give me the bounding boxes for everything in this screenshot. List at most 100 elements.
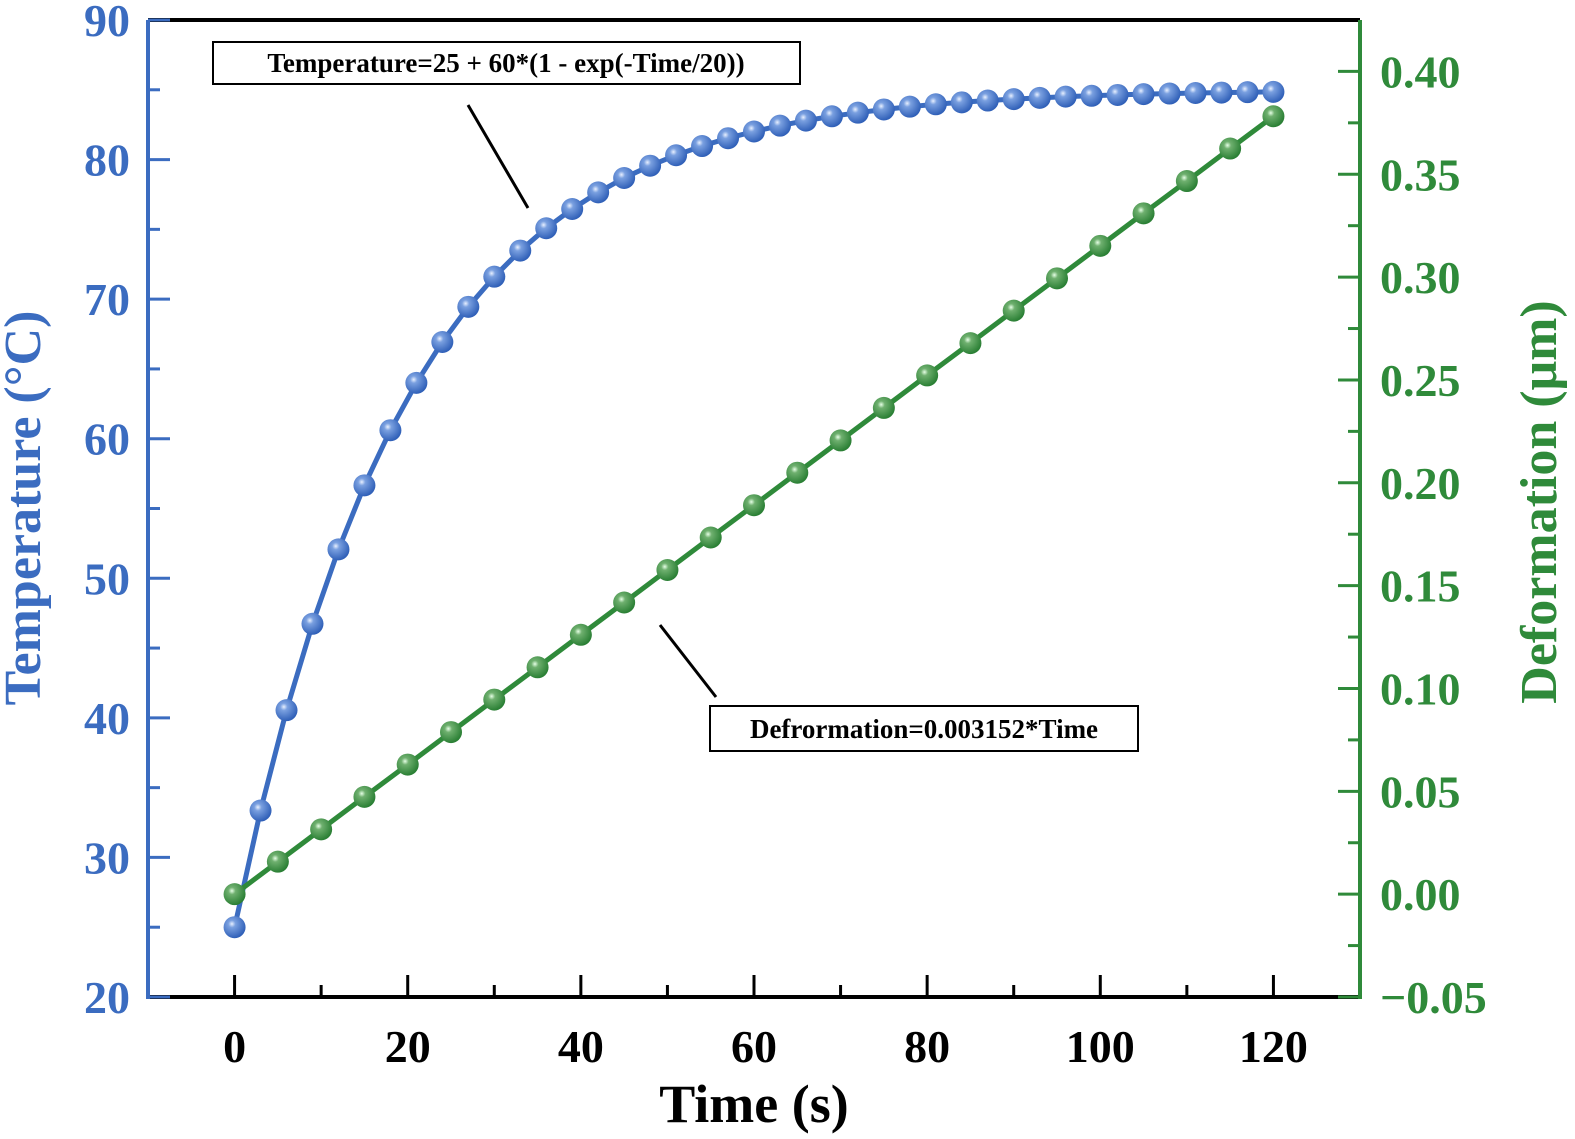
temperature-annotation-leader [466,104,530,209]
deformation-point [1046,267,1068,290]
temperature-point [301,612,324,635]
axes: 0 20 40 60 80 100 120 20 30 40 50 60 70 80 90 −0.05 0.00… [84,0,1487,1072]
deformation-point [1002,299,1025,322]
annotations: Temperature=25 + 60*(1 - exp(-Time/20)) … [212,41,1139,752]
temperature-point [483,265,506,288]
deformation-point [396,753,419,776]
deformation-point [223,883,246,906]
left-y-tick-label: 90 [84,0,130,46]
temperature-point [327,538,350,561]
deformation-point [526,656,549,679]
temperature-point [509,239,532,262]
right-y-tick-label: 0.40 [1380,46,1461,97]
left-y-axis-label: Temperature (°C) [0,311,52,706]
deformation-point [1219,137,1242,160]
temperature-point [794,109,817,132]
deformation-point [1132,202,1155,225]
deformation-point [872,396,895,419]
temperature-point [639,154,662,177]
x-tick-label: 120 [1239,1021,1308,1072]
temperature-point [691,135,714,158]
temperature-point [561,197,584,220]
temperature-annotation-text: Temperature=25 + 60*(1 - exp(-Time/20)) [267,48,744,78]
deformation-point [1262,105,1285,128]
temperature-point [1158,82,1181,105]
right-y-tick-label: 0.25 [1380,355,1461,406]
temperature-point [379,419,402,442]
deformation-point [656,558,679,581]
deformation-annotation-box [709,705,1139,752]
x-axis-label: Time (s) [659,1074,848,1134]
temperature-point [1080,84,1103,107]
temperature-point [1262,80,1285,103]
temperature-point [431,330,454,353]
temperature-point [587,181,610,204]
temperature-point [768,114,791,137]
x-tick-label: 20 [385,1021,431,1072]
temperature-point [743,120,765,143]
left-y-tick-label: 60 [84,414,130,465]
x-tick-label: 0 [223,1021,246,1072]
temperature-point [1028,86,1051,109]
left-y-tick-label: 40 [84,693,130,744]
series-markers [223,80,1285,939]
right-y-tick-label: 0.35 [1380,149,1461,200]
left-y-tick-label: 50 [84,553,130,604]
deformation-point [959,332,982,355]
temperature-point [1002,88,1025,111]
deformation-point [916,364,939,387]
temperature-point [1210,81,1233,104]
temperature-point [249,799,272,822]
temperature-point [353,474,376,497]
x-tick-label: 100 [1066,1021,1135,1072]
temperature-point [275,699,298,722]
deformation-point [1089,234,1112,257]
temperature-point [1132,83,1155,106]
deformation-point [829,429,852,452]
temperature-point [223,916,246,939]
deformation-point [743,494,765,517]
right-y-tick-label: −0.05 [1380,972,1487,1023]
left-y-tick-label: 70 [84,274,130,325]
deformation-point [1175,170,1198,193]
deformation-point [353,785,376,808]
right-y-tick-label: 0.15 [1380,561,1461,612]
right-y-tick-label: 0.10 [1380,663,1461,714]
x-tick-label: 40 [558,1021,604,1072]
temperature-point [950,91,973,114]
temperature-point [535,217,558,240]
deformation-point [440,721,462,744]
temperature-point [924,93,947,116]
deformation-annotation-text: Defrormation=0.003152*Time [750,714,1098,744]
deformation-point [786,461,809,484]
temperature-point [717,127,740,150]
temperature-point [1236,81,1259,104]
temperature-point [613,166,636,189]
x-tick-label: 80 [904,1021,950,1072]
left-y-tick-label: 20 [84,972,130,1023]
right-y-tick-label: 0.00 [1380,869,1461,920]
temperature-point [665,144,688,167]
x-tick-label: 60 [731,1021,777,1072]
temperature-point [1054,85,1077,108]
temperature-point [846,101,869,124]
temperature-point [1184,81,1207,104]
deformation-point [483,688,506,711]
deformation-point [310,818,333,841]
temperature-point [898,95,921,118]
right-y-axis-label: Deformation (μm) [1511,300,1568,703]
temperature-point [457,295,480,318]
temperature-point [976,89,999,112]
temperature-point [405,371,428,394]
temperature-annotation-box [212,41,801,85]
temperature-point [1106,83,1129,106]
right-y-tick-label: 0.05 [1380,766,1461,817]
temperature-point [872,98,895,121]
right-y-tick-label: 0.20 [1380,458,1461,509]
deformation-point [613,591,636,614]
temperature-point [820,105,843,128]
left-y-tick-label: 30 [84,832,130,883]
deformation-point [569,623,592,646]
deformation-point [266,850,289,873]
